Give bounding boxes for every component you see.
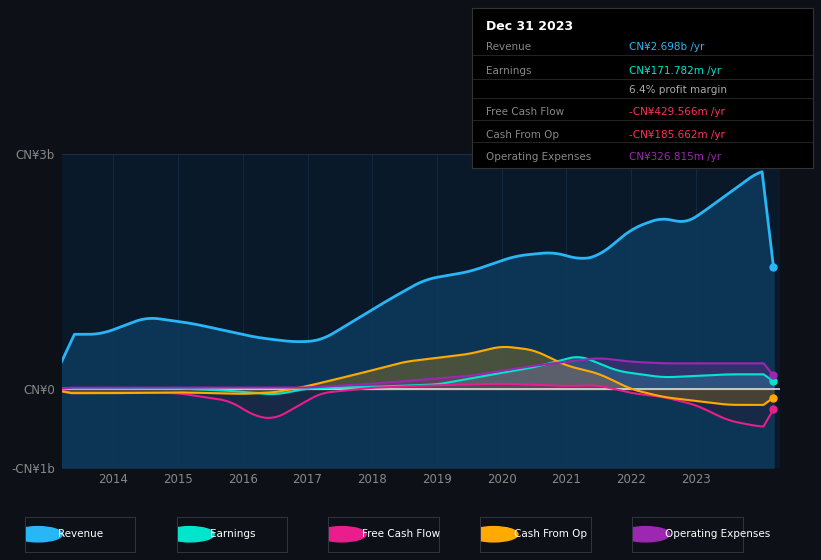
Text: CN¥2.698b /yr: CN¥2.698b /yr: [629, 42, 704, 52]
Text: Free Cash Flow: Free Cash Flow: [486, 108, 564, 118]
Text: -CN¥185.662m /yr: -CN¥185.662m /yr: [629, 130, 725, 139]
Text: Earnings: Earnings: [486, 66, 531, 76]
Text: CN¥326.815m /yr: CN¥326.815m /yr: [629, 152, 721, 162]
Text: Cash From Op: Cash From Op: [514, 529, 586, 539]
Text: Free Cash Flow: Free Cash Flow: [362, 529, 440, 539]
Text: Revenue: Revenue: [57, 529, 103, 539]
Text: Operating Expenses: Operating Expenses: [665, 529, 771, 539]
Text: Dec 31 2023: Dec 31 2023: [486, 20, 573, 32]
Text: Earnings: Earnings: [210, 529, 255, 539]
Text: 6.4% profit margin: 6.4% profit margin: [629, 85, 727, 95]
Text: -CN¥429.566m /yr: -CN¥429.566m /yr: [629, 108, 725, 118]
Text: CN¥171.782m /yr: CN¥171.782m /yr: [629, 66, 721, 76]
Circle shape: [470, 526, 518, 542]
Circle shape: [13, 526, 62, 542]
Text: Operating Expenses: Operating Expenses: [486, 152, 591, 162]
Circle shape: [318, 526, 366, 542]
Text: Cash From Op: Cash From Op: [486, 130, 559, 139]
Text: Revenue: Revenue: [486, 42, 531, 52]
Circle shape: [165, 526, 214, 542]
Circle shape: [621, 526, 670, 542]
